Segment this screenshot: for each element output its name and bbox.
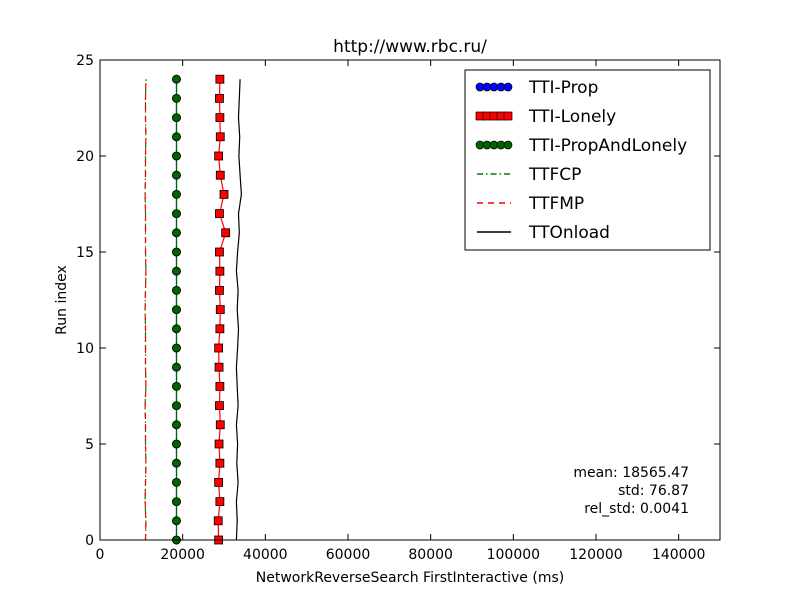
data-point-tti-lonely — [219, 189, 229, 199]
series-line-ttfcp — [144, 79, 147, 541]
data-point-tti-lonely — [215, 209, 224, 219]
data-point-tti-lonely — [215, 458, 225, 468]
data-point-tti-propandlonely — [172, 170, 181, 180]
y-tick-label: 20 — [76, 149, 94, 165]
data-point-tti-lonely — [221, 228, 231, 238]
x-tick-label: 60000 — [326, 547, 371, 563]
legend-label-ttfmp: TTFMP — [528, 194, 584, 214]
data-point-tti-lonely — [215, 266, 225, 276]
data-point-tti-lonely — [214, 343, 224, 353]
data-point-tti-lonely — [215, 113, 225, 122]
chart-title: http://www.rbc.ru/ — [333, 37, 487, 57]
data-point-tti-lonely — [215, 324, 225, 334]
data-point-tti-lonely — [215, 381, 225, 391]
data-point-tti-lonely — [215, 420, 225, 430]
data-point-tti-propandlonely — [172, 305, 181, 315]
data-point-tti-propandlonely — [172, 151, 181, 161]
data-point-tti-propandlonely — [172, 497, 181, 507]
stats-annotation: mean: 18565.47 std: 76.87 rel_std: 0.0041 — [573, 465, 689, 517]
y-tick-label: 0 — [85, 533, 94, 549]
plot-frame — [99, 59, 721, 541]
data-point-tti-lonely — [215, 401, 224, 411]
x-tick-label: 120000 — [569, 547, 622, 563]
data-point-tti-propandlonely — [172, 516, 181, 526]
data-point-tti-propandlonely — [172, 247, 181, 257]
x-tick-label: 40000 — [243, 547, 288, 563]
y-tick-label: 25 — [76, 53, 94, 69]
data-point-tti-propandlonely — [172, 74, 181, 84]
legend-marker-tti-propandlonely — [503, 140, 513, 150]
plot-area — [144, 74, 243, 545]
data-point-tti-lonely — [214, 477, 224, 487]
data-point-tti-propandlonely — [172, 343, 181, 353]
data-point-tti-propandlonely — [172, 94, 181, 103]
legend-label-ttfcp: TTFCP — [528, 165, 581, 185]
y-axis-title: Run index — [54, 265, 70, 335]
y-tick-label: 5 — [85, 437, 94, 453]
legend-marker-tti-lonely — [503, 111, 513, 121]
legend-label-tti-prop: TTI-Prop — [528, 78, 598, 98]
legend-label-tti-propandlonely: TTI-PropAndLonely — [528, 136, 687, 156]
x-tick-label: 0 — [96, 547, 105, 563]
legend-label-ttonload: TTOnload — [528, 223, 610, 243]
data-point-tti-lonely — [214, 151, 224, 161]
stats-line: rel_std: 0.0041 — [584, 501, 689, 517]
data-point-tti-propandlonely — [172, 477, 181, 487]
data-point-tti-lonely — [213, 516, 223, 526]
legend-marker-tti-prop — [503, 82, 513, 92]
x-tick-label: 140000 — [652, 547, 705, 563]
data-point-tti-lonely — [215, 247, 224, 257]
x-tick-label: 100000 — [487, 547, 540, 563]
data-point-tti-lonely — [215, 132, 225, 142]
data-point-tti-propandlonely — [172, 420, 181, 430]
stats-line: std: 76.87 — [618, 483, 689, 499]
data-point-tti-propandlonely — [172, 132, 181, 142]
data-point-tti-propandlonely — [172, 209, 181, 219]
y-tick-label: 15 — [76, 245, 94, 261]
data-point-tti-lonely — [214, 362, 224, 372]
data-point-tti-lonely — [215, 94, 224, 103]
legend-label-tti-lonely: TTI-Lonely — [528, 107, 616, 127]
axis-ticks: 0 20000 40000 60000 80000 100000 120000 140000 0… — [76, 53, 720, 563]
data-point-tti-propandlonely — [172, 285, 181, 295]
legend-box — [464, 69, 711, 251]
data-point-tti-lonely — [215, 170, 225, 180]
data-point-tti-propandlonely — [172, 228, 181, 238]
series-line-ttonload — [235, 79, 243, 541]
data-point-tti-propandlonely — [172, 362, 181, 372]
x-tick-label: 80000 — [408, 547, 453, 563]
data-point-tti-lonely — [215, 285, 224, 295]
legend: TTI-Prop TTI-Lonely TTI-PropAndLonely TTFCP… — [464, 69, 711, 251]
data-point-tti-propandlonely — [172, 113, 181, 122]
x-tick-label: 20000 — [160, 547, 205, 563]
y-tick-label: 10 — [76, 341, 94, 357]
data-point-tti-propandlonely — [172, 439, 181, 449]
data-point-tti-propandlonely — [172, 266, 181, 276]
data-point-tti-lonely — [214, 439, 224, 449]
data-point-tti-lonely — [215, 74, 225, 84]
data-point-tti-lonely — [215, 305, 225, 315]
x-axis-title: NetworkReverseSearch FirstInteractive (m… — [256, 570, 564, 586]
stats-line: mean: 18565.47 — [573, 465, 689, 481]
data-point-tti-propandlonely — [172, 401, 181, 411]
data-point-tti-propandlonely — [172, 458, 181, 468]
data-point-tti-propandlonely — [172, 381, 181, 391]
data-point-tti-lonely — [215, 497, 225, 507]
data-point-tti-propandlonely — [172, 324, 181, 334]
data-point-tti-propandlonely — [172, 189, 181, 199]
